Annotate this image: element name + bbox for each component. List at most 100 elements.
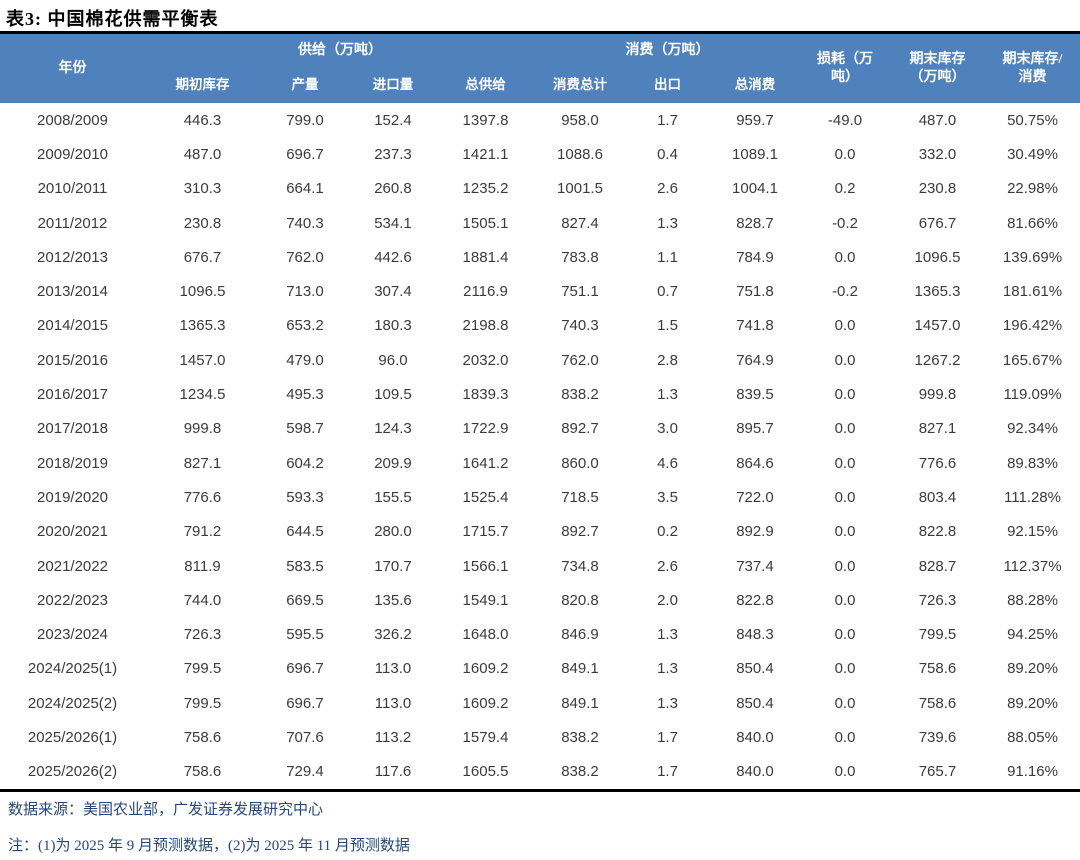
cell-production: 696.7 (286, 660, 324, 678)
cell-exports: 2.6 (657, 557, 678, 575)
cell-imports: 280.0 (374, 523, 412, 541)
cell-beginning_stocks: 999.8 (183, 420, 222, 438)
cell-ending_stocks: 1457.0 (914, 317, 961, 335)
cell-beginning_stocks: 811.9 (184, 557, 221, 575)
data-source-note: 数据来源：美国农业部，广发证券发展研究中心 (8, 801, 324, 818)
cell-total_supply: 1609.2 (462, 694, 509, 712)
cell-exports: 2.8 (657, 351, 678, 369)
cell-consumption_total: 892.7 (561, 420, 599, 438)
cell-ending_stocks_to_consumption: 92.15% (1007, 523, 1058, 541)
table-footer: 数据来源：美国农业部，广发证券发展研究中心 注：(1)为 2025 年 9 月预… (0, 792, 1080, 860)
cell-consumption_total: 849.1 (561, 694, 599, 712)
table-row: 2016/2017 1234.5 495.3 109.5 1839.3 838.2 1.3 8… (0, 377, 1080, 411)
cell-production: 644.5 (286, 523, 324, 541)
cell-exports: 2.0 (657, 591, 678, 609)
cell-exports: 0.4 (657, 145, 678, 163)
cell-ending_stocks: 765.7 (918, 763, 957, 781)
col-header-total-consumption: 总消费 (710, 68, 800, 103)
cell-imports: 307.4 (374, 283, 412, 301)
cell-exports: 1.3 (657, 386, 678, 404)
table-row: 2024/2025(1) 799.5 696.7 113.0 1609.2 849.1 1.… (0, 652, 1080, 686)
cell-consumption_total: 849.1 (561, 660, 599, 678)
cell-total_consumption: 764.9 (736, 351, 774, 369)
cell-production: 669.5 (286, 591, 324, 609)
cell-total_supply: 1397.8 (462, 111, 509, 129)
cell-exports: 1.5 (657, 317, 678, 335)
cell-beginning_stocks: 827.1 (183, 454, 222, 472)
cell-consumption_total: 718.5 (561, 488, 599, 506)
cell-imports: 113.0 (374, 694, 412, 712)
cell-ending_stocks_to_consumption: 89.20% (1007, 660, 1058, 678)
table-row: 2023/2024 726.3 595.5 326.2 1648.0 846.9 1.3 84… (0, 617, 1080, 651)
cell-production: 729.4 (286, 763, 324, 781)
cell-imports: 135.6 (374, 591, 412, 609)
cell-imports: 237.3 (374, 145, 412, 163)
col-header-ending-stocks: 期末库存 （万吨） (890, 34, 985, 103)
cell-total_supply: 1579.4 (462, 728, 509, 746)
cell-ending_stocks_to_consumption: 91.16% (1007, 763, 1058, 781)
col-header-production: 产量 (260, 68, 350, 103)
cell-total_consumption: 828.7 (736, 214, 774, 232)
table-row: 2024/2025(2) 799.5 696.7 113.0 1609.2 849.1 1.… (0, 686, 1080, 720)
cell-beginning_stocks: 744.0 (183, 591, 222, 609)
cell-loss: 0.0 (834, 523, 856, 541)
cell-consumption_total: 1001.5 (557, 180, 603, 198)
cell-imports: 109.5 (374, 386, 412, 404)
cell-loss: 0.0 (834, 557, 856, 575)
cell-beginning_stocks: 1457.0 (179, 351, 226, 369)
col-header-loss: 损耗（万 吨） (800, 34, 890, 103)
cell-loss: 0.0 (834, 145, 856, 163)
cell-year: 2014/2015 (37, 317, 108, 335)
cell-total_supply: 1525.4 (462, 488, 509, 506)
cell-loss: 0.2 (834, 180, 856, 198)
cell-ending_stocks_to_consumption: 196.42% (1002, 317, 1063, 335)
cotton-balance-table: 年份 供给（万吨） 消费（万吨） 损耗（万 吨） 期末库存 （万吨） 期末库存/… (0, 34, 1080, 789)
cell-production: 740.3 (286, 214, 324, 232)
cell-ending_stocks_to_consumption: 88.28% (1007, 591, 1058, 609)
cell-exports: 1.3 (657, 626, 678, 644)
table-body: 2008/2009 446.3 799.0 152.4 1397.8 958.0 1.7 95… (0, 103, 1080, 789)
bottom-rule (0, 788, 1080, 792)
cell-total_supply: 2032.0 (462, 351, 509, 369)
cell-consumption_total: 860.0 (561, 454, 599, 472)
cell-consumption_total: 838.2 (561, 728, 599, 746)
cell-consumption_total: 762.0 (561, 351, 599, 369)
cell-exports: 3.0 (657, 420, 678, 438)
table-row: 2025/2026(2) 758.6 729.4 117.6 1605.5 838.2 1.… (0, 755, 1080, 789)
cell-ending_stocks_to_consumption: 94.25% (1007, 626, 1058, 644)
cell-total_consumption: 895.7 (736, 420, 774, 438)
cell-consumption_total: 820.8 (561, 591, 599, 609)
cell-total_consumption: 741.8 (736, 317, 774, 335)
table-row: 2017/2018 999.8 598.7 124.3 1722.9 892.7 3.0 89… (0, 412, 1080, 446)
cell-ending_stocks_to_consumption: 119.09% (1003, 386, 1062, 404)
forecast-note: 注：(1)为 2025 年 9 月预测数据，(2)为 2025 年 11 月预测… (8, 837, 410, 854)
cell-imports: 117.6 (374, 763, 412, 781)
cell-ending_stocks_to_consumption: 89.83% (1007, 454, 1058, 472)
cell-ending_stocks: 726.3 (918, 591, 957, 609)
cell-loss: 0.0 (834, 420, 856, 438)
cell-ending_stocks_to_consumption: 165.67% (1002, 351, 1063, 369)
cell-total_consumption: 840.0 (736, 763, 774, 781)
col-group-supply: 供给（万吨） (145, 34, 535, 68)
table-title: 表3: 中国棉花供需平衡表 (6, 9, 219, 29)
col-header-total-supply: 总供给 (436, 68, 535, 103)
cell-production: 598.7 (286, 420, 324, 438)
cell-exports: 3.5 (657, 488, 678, 506)
cell-beginning_stocks: 758.6 (183, 728, 222, 746)
cell-beginning_stocks: 758.6 (183, 763, 222, 781)
cell-total_consumption: 840.0 (736, 728, 774, 746)
table-row: 2018/2019 827.1 604.2 209.9 1641.2 860.0 4.6 86… (0, 446, 1080, 480)
table-row: 2009/2010 487.0 696.7 237.3 1421.1 1088.6 0.4 1… (0, 137, 1080, 171)
cell-ending_stocks: 758.6 (918, 660, 957, 678)
cell-year: 2012/2013 (37, 248, 108, 266)
cell-ending_stocks: 999.8 (918, 386, 957, 404)
cell-production: 696.7 (286, 145, 324, 163)
cell-ending_stocks: 827.1 (918, 420, 957, 438)
cell-total_consumption: 864.6 (736, 454, 774, 472)
cell-year: 2024/2025(1) (27, 660, 118, 678)
cell-production: 583.5 (286, 557, 324, 575)
cell-exports: 1.3 (657, 694, 678, 712)
cell-year: 2021/2022 (37, 557, 108, 575)
cell-year: 2010/2011 (37, 180, 108, 198)
cell-imports: 170.7 (374, 557, 412, 575)
